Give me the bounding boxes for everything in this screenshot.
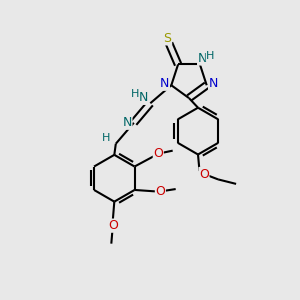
Text: H: H: [102, 133, 110, 143]
Text: N: N: [139, 91, 148, 104]
Text: S: S: [164, 32, 172, 45]
Text: O: O: [108, 219, 118, 232]
Text: H: H: [206, 51, 214, 61]
Text: N: N: [198, 52, 207, 65]
Text: O: O: [153, 147, 163, 160]
Text: O: O: [155, 185, 165, 198]
Text: N: N: [160, 77, 169, 90]
Text: N: N: [208, 77, 218, 90]
Text: H: H: [130, 89, 139, 99]
Text: O: O: [199, 167, 209, 181]
Text: N: N: [122, 116, 132, 129]
